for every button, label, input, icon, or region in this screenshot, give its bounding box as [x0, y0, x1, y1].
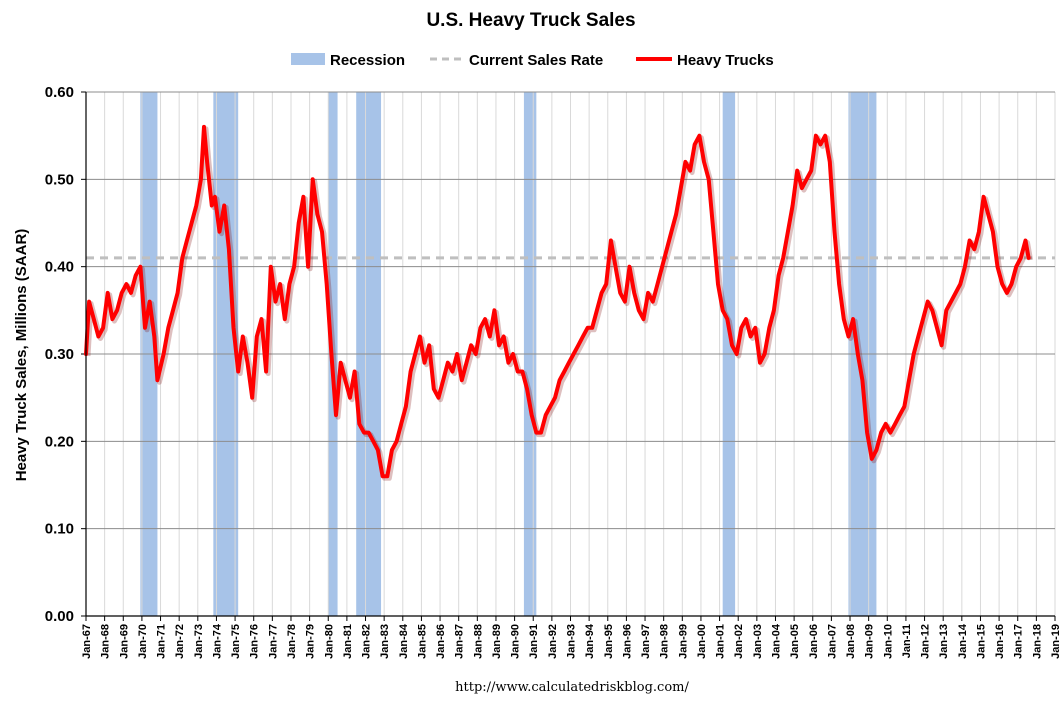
legend-label-current-rate: Current Sales Rate [469, 52, 603, 69]
x-tick-label: Jan-09 [864, 624, 876, 659]
heavy-trucks-series [84, 124, 1034, 481]
x-tick-label: Jan-86 [435, 624, 447, 659]
source-url: http://www.calculatedriskblog.com/ [455, 680, 689, 695]
x-tick-label: Jan-72 [174, 624, 186, 659]
x-tick-label: Jan-15 [975, 624, 987, 659]
x-tick-label: Jan-06 [808, 624, 820, 659]
x-tick-label: Jan-80 [323, 624, 335, 659]
x-tick-label: Jan-96 [621, 624, 633, 659]
y-tick-label: 0.50 [45, 171, 74, 188]
x-tick-label: Jan-92 [547, 624, 559, 659]
x-tick-label: Jan-70 [137, 624, 149, 659]
legend-label-heavy-trucks: Heavy Trucks [677, 52, 774, 69]
x-tick-label: Jan-00 [696, 624, 708, 659]
x-tick-label: Jan-02 [733, 624, 745, 659]
x-tick-label: Jan-97 [640, 624, 652, 659]
x-tick-label: Jan-11 [901, 624, 913, 658]
legend-swatch-recession [291, 53, 325, 65]
x-tick-label: Jan-69 [118, 624, 130, 659]
x-tick-label: Jan-91 [528, 624, 540, 659]
x-tick-label: Jan-76 [249, 624, 261, 659]
x-axis-tick-labels: Jan-67 Jan-68 Jan-69 Jan-70 Jan-71 Jan-72 Jan-… [81, 616, 1062, 659]
x-tick-label: Jan-10 [882, 624, 894, 659]
heavy-trucks-line-shadow [85, 126, 1034, 481]
x-tick-label: Jan-75 [230, 624, 242, 659]
x-tick-label: Jan-73 [193, 624, 205, 659]
y-tick-label: 0.20 [45, 433, 74, 450]
heavy-trucks-line [84, 124, 1031, 479]
x-tick-label: Jan-85 [416, 624, 428, 659]
y-tick-label: 0.40 [45, 259, 74, 276]
x-tick-label: Jan-68 [100, 624, 112, 659]
x-tick-label: Jan-19 [1050, 624, 1062, 659]
x-tick-label: Jan-01 [715, 624, 727, 659]
x-tick-label: Jan-99 [677, 624, 689, 659]
y-tick-label: 0.60 [45, 84, 74, 101]
x-tick-label: Jan-88 [472, 624, 484, 659]
x-tick-label: Jan-71 [156, 624, 168, 659]
x-tick-label: Jan-87 [454, 624, 466, 659]
y-axis-tick-labels: 0.00 0.10 0.20 0.30 0.40 0.50 0.60 [45, 84, 74, 625]
x-tick-label: Jan-05 [789, 624, 801, 659]
x-tick-label: Jan-98 [659, 624, 671, 659]
x-tick-label: Jan-82 [361, 624, 373, 659]
y-tick-label: 0.00 [45, 608, 74, 625]
x-tick-label: Jan-90 [510, 624, 522, 659]
x-tick-label: Jan-89 [491, 624, 503, 659]
x-tick-label: Jan-83 [379, 624, 391, 659]
x-tick-label: Jan-12 [920, 624, 932, 659]
x-tick-label: Jan-78 [286, 624, 298, 659]
y-axis-label: Heavy Truck Sales, Millions (SAAR) [13, 229, 30, 482]
y-tick-label: 0.30 [45, 346, 74, 363]
x-tick-label: Jan-93 [566, 624, 578, 659]
x-tick-label: Jan-95 [603, 624, 615, 659]
x-tick-label: Jan-17 [1013, 624, 1025, 659]
chart-title: U.S. Heavy Truck Sales [426, 10, 635, 31]
legend-label-recession: Recession [330, 52, 405, 69]
x-tick-label: Jan-79 [305, 624, 317, 659]
x-tick-label: Jan-81 [342, 624, 354, 659]
x-tick-label: Jan-94 [584, 623, 596, 659]
x-tick-label: Jan-84 [398, 623, 410, 659]
y-tick-label: 0.10 [45, 521, 74, 538]
x-tick-label: Jan-08 [845, 624, 857, 659]
x-tick-label: Jan-18 [1031, 624, 1043, 659]
x-tick-label: Jan-03 [752, 624, 764, 659]
x-tick-label: Jan-67 [81, 624, 93, 659]
x-tick-label: Jan-07 [826, 624, 838, 659]
x-tick-label: Jan-16 [994, 624, 1006, 659]
x-tick-label: Jan-74 [211, 623, 223, 659]
x-tick-label: Jan-77 [267, 624, 279, 659]
x-tick-label: Jan-13 [938, 624, 950, 659]
legend: Recession Current Sales Rate Heavy Truck… [291, 52, 774, 69]
x-tick-label: Jan-04 [770, 623, 782, 659]
x-tick-label: Jan-14 [957, 623, 969, 659]
